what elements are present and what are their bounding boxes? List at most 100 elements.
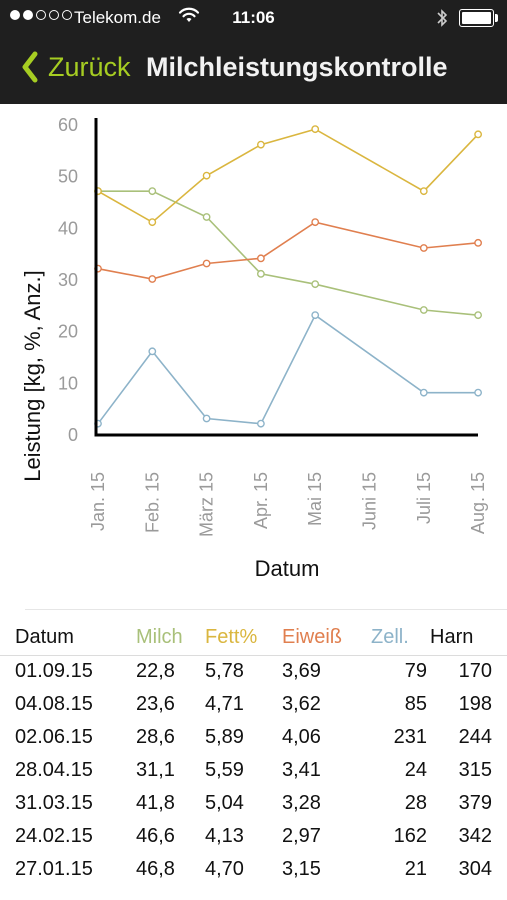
column-header-fett: Fett% [205,626,258,648]
page-title: Milchleistungskontrolle [146,52,448,82]
table-row[interactable]: 27.01.15 46,8 4,70 3,15 21 304 [0,854,507,887]
cell-milch: 23,6 [136,693,175,715]
y-tick-label: 0 [68,425,78,445]
column-header-eiweiss: Eiweiß [282,626,343,648]
y-tick-label: 10 [58,373,78,393]
column-header-datum: Datum [15,626,74,648]
cell-harn: 342 [458,825,492,847]
table-header-row: Datum Milch Fett% Eiweiß Zell. Harn [0,622,507,656]
cell-milch: 46,6 [136,825,175,847]
table-row[interactable]: 24.02.15 46,6 4,13 2,97 162 342 [0,821,507,854]
cell-fett: 5,59 [205,759,244,781]
data-point [311,280,320,289]
data-point [419,306,428,314]
y-tick-label: 60 [58,115,78,135]
x-tick-label: Aug. 15 [468,472,488,534]
cell-datum: 04.08.15 [15,693,93,715]
column-header-zell: Zell. [371,626,409,648]
data-point [311,311,320,320]
data-point [256,254,265,263]
section-divider [25,609,507,610]
data-point [311,218,320,227]
x-axis-label: Datum [255,556,320,581]
cell-zell: 28 [404,792,427,814]
wifi-icon [178,7,200,22]
cell-zell: 162 [393,825,427,847]
cell-eiweiss: 3,62 [282,693,321,715]
data-point [202,213,211,221]
data-point [474,388,482,397]
cell-fett: 5,89 [205,726,244,748]
cell-harn: 170 [458,660,492,682]
data-point [256,419,265,428]
data-point [419,244,428,252]
cell-zell: 21 [404,858,427,880]
back-button[interactable]: Zurück [20,50,131,84]
cell-zell: 85 [404,693,427,715]
table-row[interactable]: 01.09.15 22,8 5,78 3,69 79 170 [0,656,507,689]
table-row[interactable]: 31.03.15 41,8 5,04 3,28 28 379 [0,788,507,821]
y-tick-label: 40 [58,218,78,238]
data-point [202,171,211,180]
line-chart: 0 10 20 30 40 50 60 Jan. 15 Feb. 15 März 15 Apr. 1… [58,115,488,581]
battery-icon [459,9,499,27]
data-point [311,125,320,134]
cell-eiweiss: 3,28 [282,792,321,814]
cell-harn: 379 [458,792,492,814]
cell-milch: 41,8 [136,792,175,814]
cell-milch: 46,8 [136,858,175,880]
app-header: Telekom.de 11:06 Zurück Milchleistungsko… [0,0,507,104]
x-tick-label: März 15 [197,472,217,537]
column-header-milch: Milch [136,626,183,648]
performance-chart: 0 10 20 30 40 50 60 Jan. 15 Feb. 15 März 15 Apr. 1… [0,104,507,584]
cell-milch: 22,8 [136,660,175,682]
table-row[interactable]: 04.08.15 23,6 4,71 3,62 85 198 [0,689,507,722]
cell-datum: 01.09.15 [15,660,93,682]
cell-fett: 5,04 [205,792,244,814]
cell-milch: 31,1 [136,759,175,781]
data-point [474,130,482,139]
data-point [419,388,428,397]
data-point [202,414,211,423]
data-point [148,218,157,227]
back-button-label: Zurück [48,51,131,82]
cell-datum: 27.01.15 [15,858,93,880]
cell-eiweiss: 3,15 [282,858,321,880]
cell-zell: 231 [393,726,427,748]
cell-datum: 24.02.15 [15,825,93,847]
bluetooth-icon [437,9,448,27]
y-tick-label: 50 [58,167,78,187]
cell-datum: 31.03.15 [15,792,93,814]
cell-zell: 24 [404,759,427,781]
cell-milch: 28,6 [136,726,175,748]
status-bar: Telekom.de 11:06 [0,0,507,36]
x-tick-label: Jan. 15 [88,472,108,531]
cell-fett: 4,71 [205,693,244,715]
x-tick-label: Juli 15 [414,472,434,524]
cell-eiweiss: 2,97 [282,825,321,847]
data-point [202,259,211,268]
series-line-1 [97,128,479,224]
cell-datum: 02.06.15 [15,726,93,748]
carrier-name: Telekom.de [74,8,161,27]
x-tick-label: Juni 15 [360,472,380,530]
chevron-left-icon [22,51,38,83]
x-tick-label: Apr. 15 [251,472,271,529]
cell-zell: 79 [404,660,427,682]
y-axis-label: Leistung [kg, %, Anz.] [20,270,45,482]
table-row[interactable]: 28.04.15 31,1 5,59 3,41 24 315 [0,755,507,788]
clock: 11:06 [232,8,275,27]
table-row[interactable]: 02.06.15 28,6 5,89 4,06 231 244 [0,722,507,755]
cell-harn: 198 [458,693,492,715]
data-point [148,347,157,356]
series-line-3 [97,314,479,425]
cell-fett: 5,78 [205,660,244,682]
x-tick-label: Feb. 15 [142,472,162,533]
signal-strength-icon [10,10,72,20]
data-point [256,140,265,149]
data-point [474,238,482,247]
series-line-0 [98,190,479,316]
cell-fett: 4,13 [205,825,244,847]
x-tick-label: Mai 15 [305,472,325,526]
cell-eiweiss: 3,41 [282,759,321,781]
